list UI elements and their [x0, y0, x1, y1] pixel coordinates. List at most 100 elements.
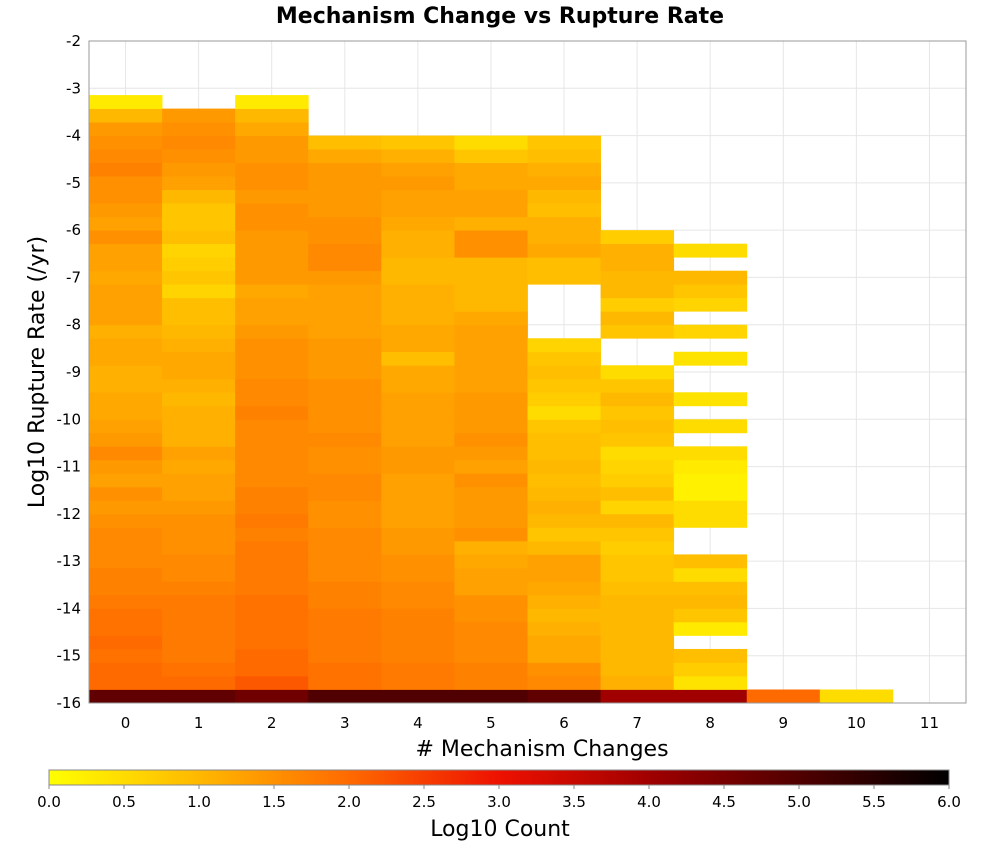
heatmap-cell: [89, 405, 163, 420]
y-tick-label: -5: [66, 174, 81, 192]
heatmap-cell: [454, 662, 528, 677]
heatmap-cell: [308, 405, 382, 420]
heatmap-cell: [600, 567, 675, 582]
heatmap-cell: [162, 594, 236, 609]
heatmap-cell: [162, 419, 236, 434]
heatmap-cell: [454, 257, 528, 272]
heatmap-cell: [235, 243, 309, 258]
heatmap-cell: [600, 378, 675, 393]
heatmap-cell: [89, 594, 163, 609]
colorbar-tick-label: 5.0: [787, 793, 811, 811]
heatmap-cell: [235, 257, 309, 272]
heatmap-cell: [527, 378, 601, 393]
heatmap-cell: [381, 446, 455, 461]
heatmap-cell: [527, 432, 601, 447]
heatmap-cell: [162, 324, 236, 339]
heatmap-cell: [600, 432, 675, 447]
heatmap-cell: [162, 216, 236, 231]
heatmap-cell: [235, 621, 309, 636]
heatmap-cell: [235, 405, 309, 420]
heatmap-cell: [162, 527, 236, 542]
heatmap-cell: [308, 243, 382, 258]
heatmap-cell: [381, 608, 455, 623]
heatmap-cell: [381, 675, 455, 690]
heatmap-cell: [454, 648, 528, 663]
heatmap-cell: [673, 648, 748, 663]
colorbar-tick-label: 2.5: [412, 793, 436, 811]
heatmap-cell: [308, 365, 382, 380]
heatmap-cell: [235, 540, 309, 555]
heatmap-cell: [527, 608, 601, 623]
heatmap-cell: [162, 513, 236, 528]
heatmap-cell: [454, 635, 528, 650]
heatmap-cell: [308, 608, 382, 623]
heatmap-cell: [89, 459, 163, 474]
heatmap-cell: [308, 392, 382, 407]
heatmap-cell: [454, 554, 528, 569]
heatmap-cell: [162, 338, 236, 353]
heatmap-cell: [89, 608, 163, 623]
x-tick-label: 11: [920, 714, 939, 732]
heatmap-cell: [89, 216, 163, 231]
heatmap-cell: [381, 392, 455, 407]
heatmap-cell: [454, 540, 528, 555]
heatmap-cell: [89, 419, 163, 434]
heatmap-cell: [235, 432, 309, 447]
heatmap-cell: [162, 230, 236, 245]
heatmap-cell: [527, 162, 601, 177]
heatmap-cell: [162, 689, 236, 704]
heatmap-cell: [235, 527, 309, 542]
heatmap-cell: [673, 662, 748, 677]
heatmap-cell: [381, 459, 455, 474]
heatmap-cell: [89, 365, 163, 380]
heatmap-cell: [381, 189, 455, 204]
x-tick-label: 4: [413, 714, 423, 732]
heatmap-cell: [600, 405, 675, 420]
heatmap-cell: [235, 122, 309, 136]
colorbar-tick-label: 2.0: [337, 793, 361, 811]
heatmap-cell: [454, 243, 528, 258]
heatmap-cell: [162, 608, 236, 623]
heatmap-cell: [527, 675, 601, 690]
heatmap-cell: [89, 378, 163, 393]
heatmap-cell: [162, 365, 236, 380]
heatmap-cell: [162, 149, 236, 164]
heatmap-cell: [308, 257, 382, 272]
heatmap-cell: [454, 230, 528, 245]
heatmap-cell: [89, 257, 163, 272]
x-tick-label: 0: [121, 714, 131, 732]
heatmap-cell: [162, 351, 236, 366]
heatmap-cell: [673, 270, 748, 285]
heatmap-cell: [308, 324, 382, 339]
heatmap-cell: [381, 324, 455, 339]
heatmap-cell: [89, 108, 163, 123]
heatmap-cell: [527, 513, 601, 528]
heatmap-cell: [162, 432, 236, 447]
heatmap-cell: [162, 311, 236, 326]
heatmap-cell: [235, 486, 309, 501]
y-tick-label: -9: [66, 363, 81, 381]
heatmap-cell: [527, 270, 601, 285]
colorbar-tick-label: 3.5: [562, 793, 586, 811]
heatmap-cell: [89, 135, 163, 150]
heatmap-cell: [454, 459, 528, 474]
heatmap-cell: [600, 486, 675, 501]
heatmap-cell: [308, 338, 382, 353]
heatmap-cell: [162, 500, 236, 515]
heatmap-cell: [600, 554, 675, 569]
heatmap-cell: [162, 581, 236, 596]
y-tick-label: -12: [57, 505, 82, 523]
heatmap-cell: [600, 243, 675, 258]
colorbar-tick-label: 5.5: [862, 793, 886, 811]
heatmap-cell: [308, 311, 382, 326]
heatmap-cell: [600, 675, 675, 690]
heatmap-cell: [235, 324, 309, 339]
colorbar-tick-label: 1.0: [187, 793, 211, 811]
heatmap-cell: [673, 419, 748, 434]
heatmap-cell: [600, 527, 675, 542]
heatmap-cell: [89, 500, 163, 515]
y-tick-label: -15: [57, 647, 82, 665]
y-tick-label: -14: [57, 599, 82, 617]
